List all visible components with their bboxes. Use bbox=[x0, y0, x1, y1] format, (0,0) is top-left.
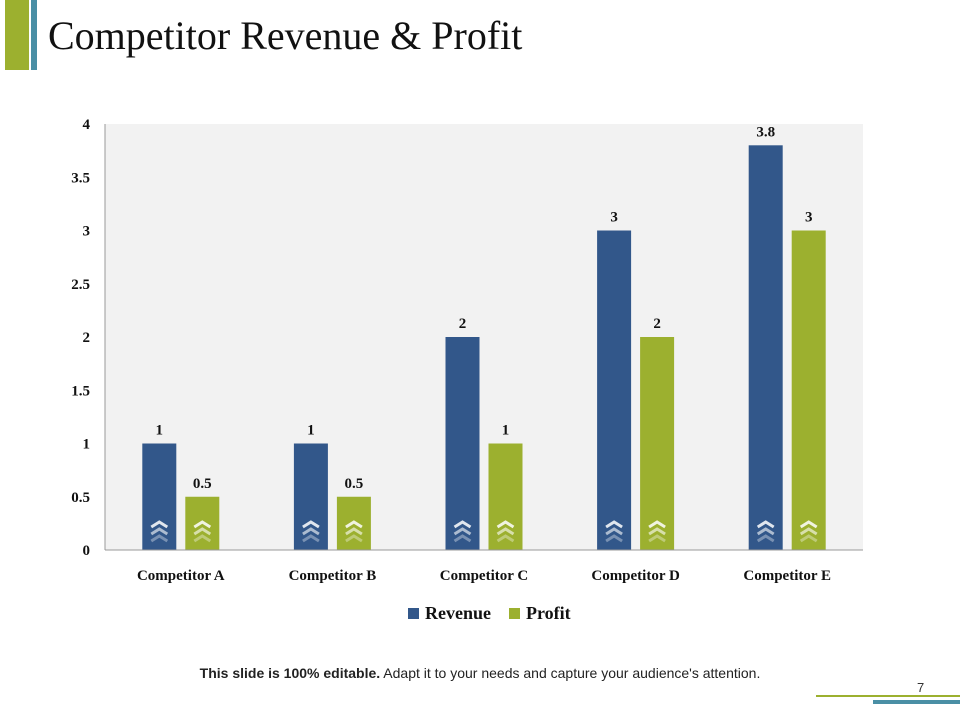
data-label-profit: 2 bbox=[653, 316, 661, 332]
y-tick-label: 0.5 bbox=[71, 490, 90, 506]
bar-revenue[interactable] bbox=[597, 230, 632, 551]
chart: 0 0.5 1 1.5 2 2.5 3 3.5 4 1 0.5 1 0.5 2 1 3 2 3.8 3 Compe… bbox=[71, 117, 863, 584]
y-tick-label: 0 bbox=[83, 543, 91, 559]
bars bbox=[142, 145, 826, 551]
legend-swatch-profit bbox=[509, 608, 520, 619]
y-tick-label: 3 bbox=[83, 224, 91, 240]
y-tick-label: 1.5 bbox=[71, 383, 90, 399]
data-label-profit: 0.5 bbox=[345, 476, 364, 492]
y-tick-label: 2.5 bbox=[71, 277, 90, 293]
page-number: 7 bbox=[917, 680, 925, 695]
data-label-revenue: 2 bbox=[459, 316, 467, 332]
chevron-up-stack-icon bbox=[302, 520, 320, 543]
chevron-up-stack-icon bbox=[648, 520, 666, 543]
footer-note: This slide is 100% editable. Adapt it to… bbox=[0, 665, 960, 681]
data-label-revenue: 3 bbox=[610, 210, 618, 226]
bar-profit[interactable] bbox=[640, 337, 675, 550]
bar-revenue[interactable] bbox=[748, 145, 783, 551]
data-label-revenue: 3.8 bbox=[756, 124, 775, 140]
x-tick-label: Competitor C bbox=[440, 568, 528, 584]
data-label-revenue: 1 bbox=[307, 423, 315, 439]
legend-swatch-revenue bbox=[408, 608, 419, 619]
x-tick-label: Competitor B bbox=[289, 568, 377, 584]
bar-revenue[interactable] bbox=[142, 443, 177, 551]
chevron-up-stack-icon bbox=[345, 520, 363, 543]
legend-item-revenue[interactable]: Revenue bbox=[408, 603, 491, 624]
data-label-profit: 3 bbox=[805, 210, 813, 226]
y-axis: 0 0.5 1 1.5 2 2.5 3 3.5 4 bbox=[71, 117, 90, 559]
footer-accent-line bbox=[816, 695, 960, 697]
title-accent-stripe bbox=[31, 0, 37, 70]
x-tick-label: Competitor E bbox=[743, 568, 831, 584]
data-labels: 1 0.5 1 0.5 2 1 3 2 3.8 3 bbox=[156, 124, 813, 491]
bar-revenue[interactable] bbox=[293, 443, 328, 551]
footer-accent-stripe bbox=[873, 700, 960, 704]
chevron-up-stack-icon bbox=[756, 520, 775, 543]
chevron-up-stack-icon bbox=[496, 520, 515, 543]
bar-profit[interactable] bbox=[488, 443, 523, 551]
x-axis: Competitor A Competitor B Competitor C Comp… bbox=[137, 568, 831, 584]
data-label-profit: 0.5 bbox=[193, 476, 212, 492]
footer-note-rest: Adapt it to your needs and capture your … bbox=[380, 665, 761, 681]
legend-label-revenue: Revenue bbox=[425, 603, 491, 623]
y-tick-label: 4 bbox=[83, 117, 91, 133]
data-label-profit: 1 bbox=[502, 423, 510, 439]
plot-area bbox=[105, 124, 863, 550]
legend-label-profit: Profit bbox=[526, 603, 571, 623]
y-tick-label: 1 bbox=[83, 437, 91, 453]
page-title: Competitor Revenue & Profit bbox=[48, 13, 523, 58]
data-label-revenue: 1 bbox=[156, 423, 164, 439]
chevron-up-stack-icon bbox=[605, 520, 623, 543]
bar-revenue[interactable] bbox=[445, 337, 480, 550]
chevron-up-stack-icon bbox=[193, 520, 212, 543]
chevron-up-stack-icon bbox=[150, 520, 169, 543]
title-accent-bar bbox=[5, 0, 29, 70]
chevron-up-stack-icon bbox=[799, 520, 818, 543]
y-tick-label: 2 bbox=[83, 330, 91, 346]
chevron-up-stack-icon bbox=[453, 520, 472, 543]
bar-profit[interactable] bbox=[791, 230, 826, 551]
x-tick-label: Competitor D bbox=[591, 568, 680, 584]
legend-item-profit[interactable]: Profit bbox=[509, 603, 571, 624]
y-tick-label: 3.5 bbox=[71, 170, 90, 186]
x-tick-label: Competitor A bbox=[137, 568, 225, 584]
footer-note-bold: This slide is 100% editable. bbox=[199, 665, 381, 681]
legend: Revenue Profit bbox=[408, 603, 571, 624]
